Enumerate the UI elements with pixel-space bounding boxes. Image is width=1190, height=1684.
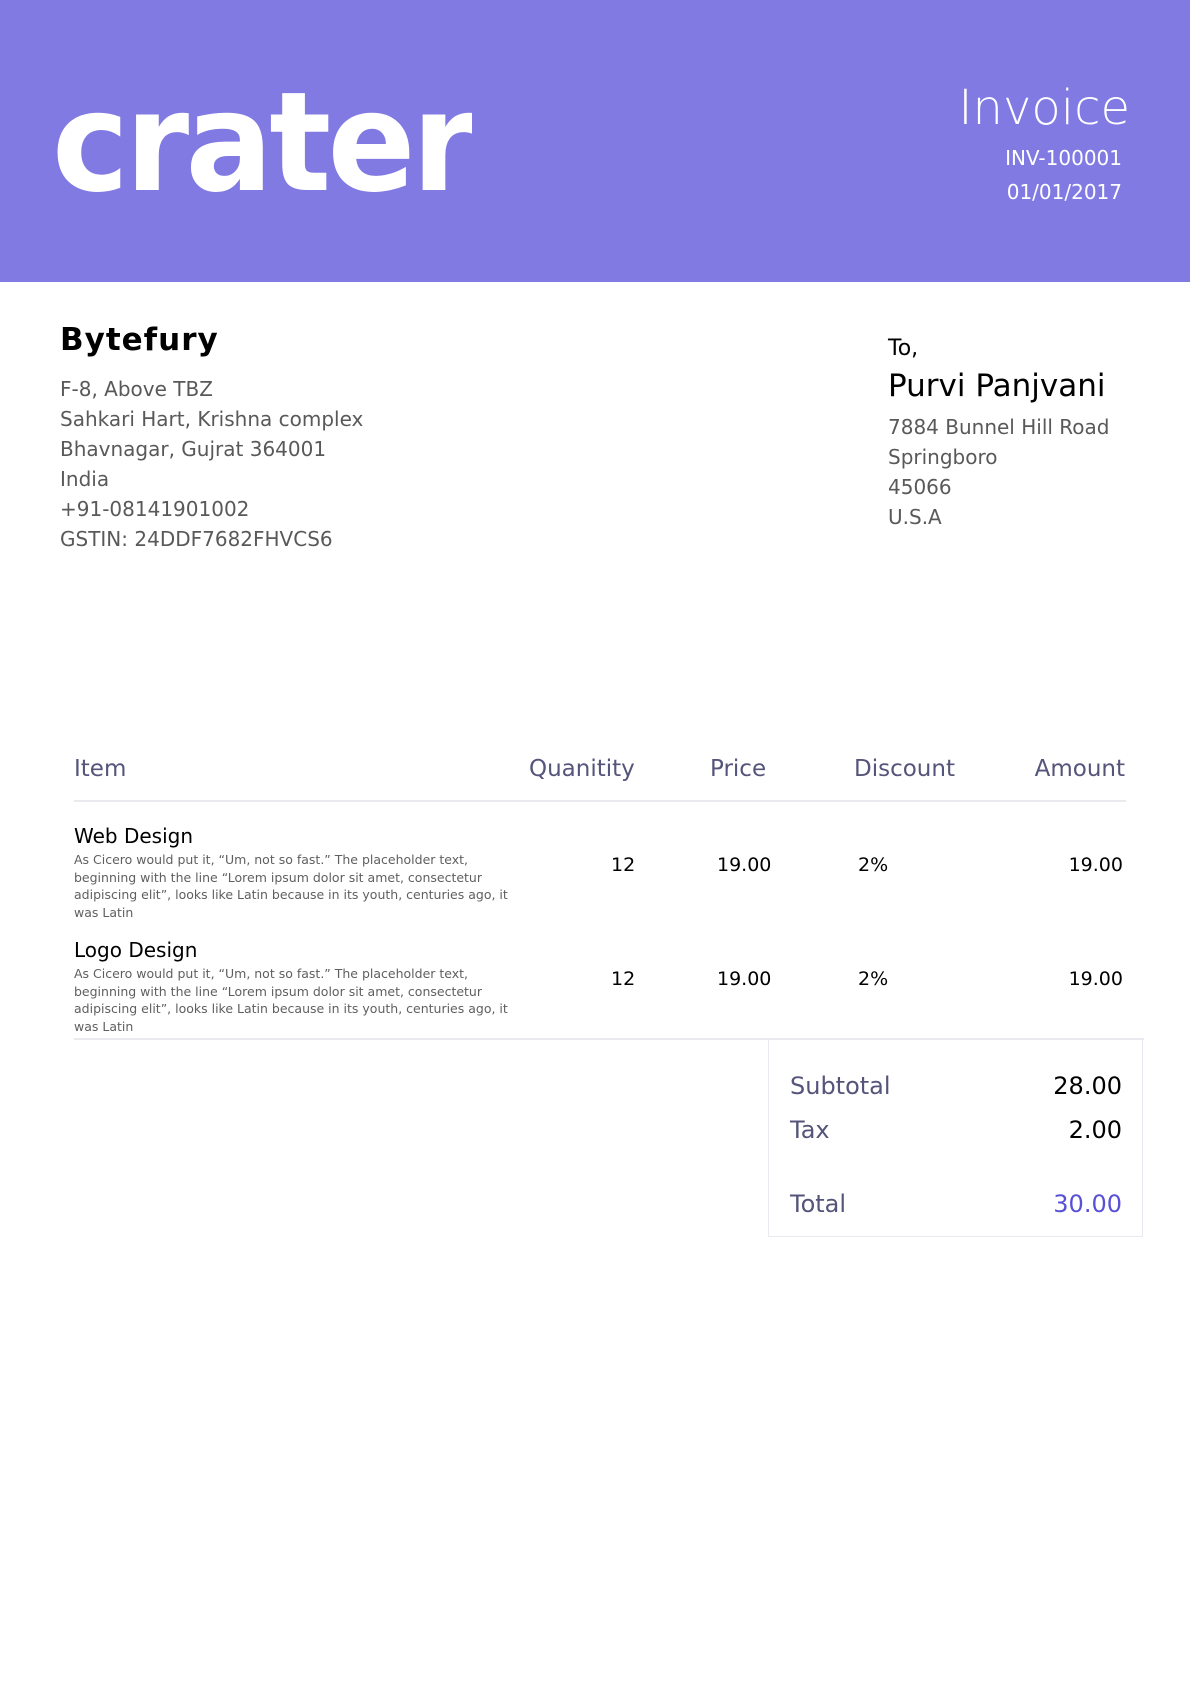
subtotal-label: Subtotal: [790, 1072, 891, 1100]
invoice-number: INV-100001: [1005, 146, 1122, 170]
customer-address-line: 45066: [888, 475, 952, 499]
customer-address-line: 7884 Bunnel Hill Road: [888, 415, 1110, 439]
company-gstin: GSTIN: 24DDF7682FHVCS6: [60, 527, 333, 551]
company-phone: +91-08141901002: [60, 497, 250, 521]
totals-box: [768, 1039, 1143, 1237]
company-name: Bytefury: [60, 322, 219, 358]
total-value: 30.00: [1053, 1190, 1122, 1218]
invoice-title: Invoice: [958, 80, 1130, 136]
header-discount: Discount: [854, 756, 955, 782]
header-banner: [0, 0, 1190, 282]
item-description: As Cicero would put it, “Um, not so fast…: [74, 966, 508, 1034]
item-name: Web Design: [74, 824, 194, 848]
item-quantity: 12: [611, 854, 636, 876]
tax-label: Tax: [790, 1116, 830, 1144]
svg-text:crater: crater: [52, 78, 472, 208]
item-price: 19.00: [717, 968, 772, 990]
tax-value: 2.00: [1068, 1116, 1122, 1144]
invoice-date: 01/01/2017: [1006, 180, 1122, 204]
customer-address-line: U.S.A: [888, 505, 942, 529]
item-price: 19.00: [717, 854, 772, 876]
subtotal-value: 28.00: [1053, 1072, 1122, 1100]
company-address-line: Sahkari Hart, Krishna complex: [60, 407, 364, 431]
item-quantity: 12: [611, 968, 636, 990]
customer-address-line: Springboro: [888, 445, 998, 469]
crater-logo: crater: [52, 78, 472, 208]
header-amount: Amount: [1034, 756, 1125, 782]
item-description: As Cicero would put it, “Um, not so fast…: [74, 852, 508, 920]
company-address-line: F-8, Above TBZ: [60, 377, 213, 401]
customer-name: Purvi Panjvani: [888, 368, 1106, 404]
item-amount: 19.00: [1068, 968, 1123, 990]
header-divider: [74, 800, 1126, 802]
item-amount: 19.00: [1068, 854, 1123, 876]
item-discount: 2%: [858, 968, 889, 990]
item-discount: 2%: [858, 854, 889, 876]
table-bottom-divider: [74, 1038, 1144, 1040]
header-quantity: Quanitity: [529, 756, 635, 782]
header-price: Price: [710, 756, 767, 782]
total-label: Total: [790, 1190, 847, 1218]
item-name: Logo Design: [74, 938, 198, 962]
company-address-line: India: [60, 467, 110, 491]
header-item: Item: [74, 756, 127, 782]
company-address-line: Bhavnagar, Gujrat 364001: [60, 437, 327, 461]
to-label: To,: [888, 336, 919, 361]
